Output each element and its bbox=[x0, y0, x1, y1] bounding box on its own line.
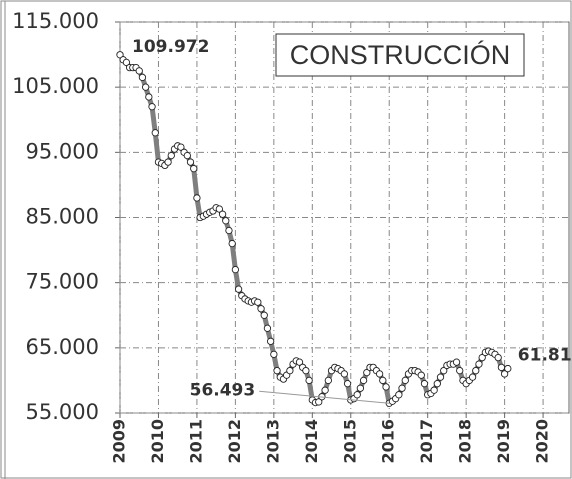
data-point bbox=[257, 305, 265, 313]
data-point bbox=[395, 391, 403, 399]
data-point bbox=[151, 129, 159, 137]
x-tick-label: 2009 bbox=[110, 419, 129, 464]
data-point bbox=[260, 311, 268, 319]
data-point bbox=[183, 151, 191, 160]
y-tick-label: 55.000 bbox=[26, 400, 99, 424]
data-point bbox=[135, 67, 143, 75]
data-point bbox=[340, 370, 348, 378]
y-tick-label: 115.000 bbox=[12, 9, 99, 33]
data-point bbox=[324, 376, 332, 385]
data-point bbox=[164, 158, 172, 166]
data-point bbox=[190, 164, 198, 173]
x-tick-label: 2015 bbox=[340, 419, 359, 464]
data-label: 61.816 bbox=[518, 346, 572, 366]
x-tick-label: 2019 bbox=[494, 419, 513, 464]
x-tick-label: 2017 bbox=[417, 419, 436, 464]
data-point bbox=[356, 384, 365, 392]
x-tick-label: 2014 bbox=[302, 419, 321, 464]
data-point bbox=[225, 226, 233, 235]
data-point bbox=[286, 366, 294, 375]
data-point bbox=[363, 368, 371, 377]
y-tick-label: 105.000 bbox=[12, 74, 99, 98]
data-point bbox=[231, 265, 240, 274]
chart-title: CONSTRUCCIÓN bbox=[290, 39, 511, 70]
data-point bbox=[254, 298, 262, 306]
data-point bbox=[500, 370, 509, 378]
data-label: 56.493 bbox=[190, 380, 256, 400]
data-point bbox=[379, 376, 387, 385]
data-point bbox=[145, 93, 153, 101]
data-point bbox=[234, 285, 243, 293]
data-point bbox=[478, 353, 486, 362]
data-point bbox=[222, 217, 230, 225]
data-point bbox=[267, 337, 275, 345]
data-point bbox=[302, 366, 310, 375]
data-point bbox=[228, 239, 236, 248]
data-point bbox=[343, 380, 352, 388]
data-point bbox=[497, 363, 506, 372]
data-point bbox=[420, 380, 429, 388]
data-point bbox=[273, 366, 281, 375]
x-tick-label: 2012 bbox=[225, 419, 244, 464]
data-point bbox=[353, 391, 361, 399]
data-point bbox=[142, 83, 150, 91]
y-tick-label: 65.000 bbox=[26, 335, 99, 359]
data-point bbox=[270, 350, 278, 358]
data-point bbox=[456, 366, 464, 375]
x-tick-label: 2016 bbox=[379, 419, 398, 464]
x-tick-label: 2011 bbox=[186, 419, 205, 464]
data-point bbox=[472, 366, 480, 375]
x-tick-label: 2013 bbox=[263, 419, 282, 464]
x-tick-label: 2018 bbox=[456, 419, 475, 464]
data-point bbox=[122, 58, 131, 67]
data-point bbox=[494, 353, 502, 362]
title-box bbox=[275, 33, 525, 77]
data-point bbox=[375, 370, 384, 378]
y-tick-label: 95.000 bbox=[26, 139, 99, 163]
data-point bbox=[398, 384, 406, 392]
data-point bbox=[138, 73, 147, 82]
data-point bbox=[417, 371, 425, 379]
data-point bbox=[193, 194, 201, 202]
data-point bbox=[186, 158, 195, 166]
data-point bbox=[215, 205, 223, 213]
data-point bbox=[263, 324, 272, 332]
data-point bbox=[218, 210, 227, 218]
data-point bbox=[468, 373, 477, 381]
data-point bbox=[440, 366, 448, 375]
data-point bbox=[382, 383, 390, 391]
x-tick-label: 2010 bbox=[148, 419, 167, 464]
data-point bbox=[305, 376, 313, 385]
data-point bbox=[177, 143, 185, 151]
y-tick-label: 85.000 bbox=[26, 205, 99, 229]
data-point bbox=[430, 386, 438, 394]
data-point bbox=[148, 103, 156, 111]
leader-line bbox=[259, 390, 390, 404]
data-label: 109.972 bbox=[132, 37, 209, 57]
y-tick-label: 75.000 bbox=[26, 270, 99, 294]
data-point bbox=[504, 364, 512, 373]
data-point bbox=[452, 358, 461, 366]
x-tick-label: 2020 bbox=[533, 419, 552, 464]
data-point bbox=[167, 151, 175, 160]
data-point bbox=[401, 376, 409, 385]
data-point bbox=[321, 386, 329, 394]
data-point bbox=[315, 398, 323, 406]
data-point bbox=[433, 380, 441, 388]
data-point bbox=[359, 376, 368, 385]
data-point bbox=[116, 51, 124, 59]
data-point bbox=[436, 373, 445, 381]
data-point bbox=[475, 360, 483, 368]
plot-area: 55.000 65.000 75.000 85.000 95.000 105.000 115… bbox=[12, 9, 572, 464]
data-point bbox=[295, 358, 304, 366]
